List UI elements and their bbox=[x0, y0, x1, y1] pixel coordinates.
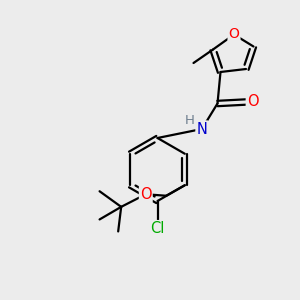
Text: Cl: Cl bbox=[150, 221, 165, 236]
Text: H: H bbox=[184, 114, 194, 127]
Text: O: O bbox=[247, 94, 258, 110]
Text: O: O bbox=[140, 187, 152, 202]
Text: N: N bbox=[196, 122, 207, 136]
Text: O: O bbox=[229, 28, 239, 41]
